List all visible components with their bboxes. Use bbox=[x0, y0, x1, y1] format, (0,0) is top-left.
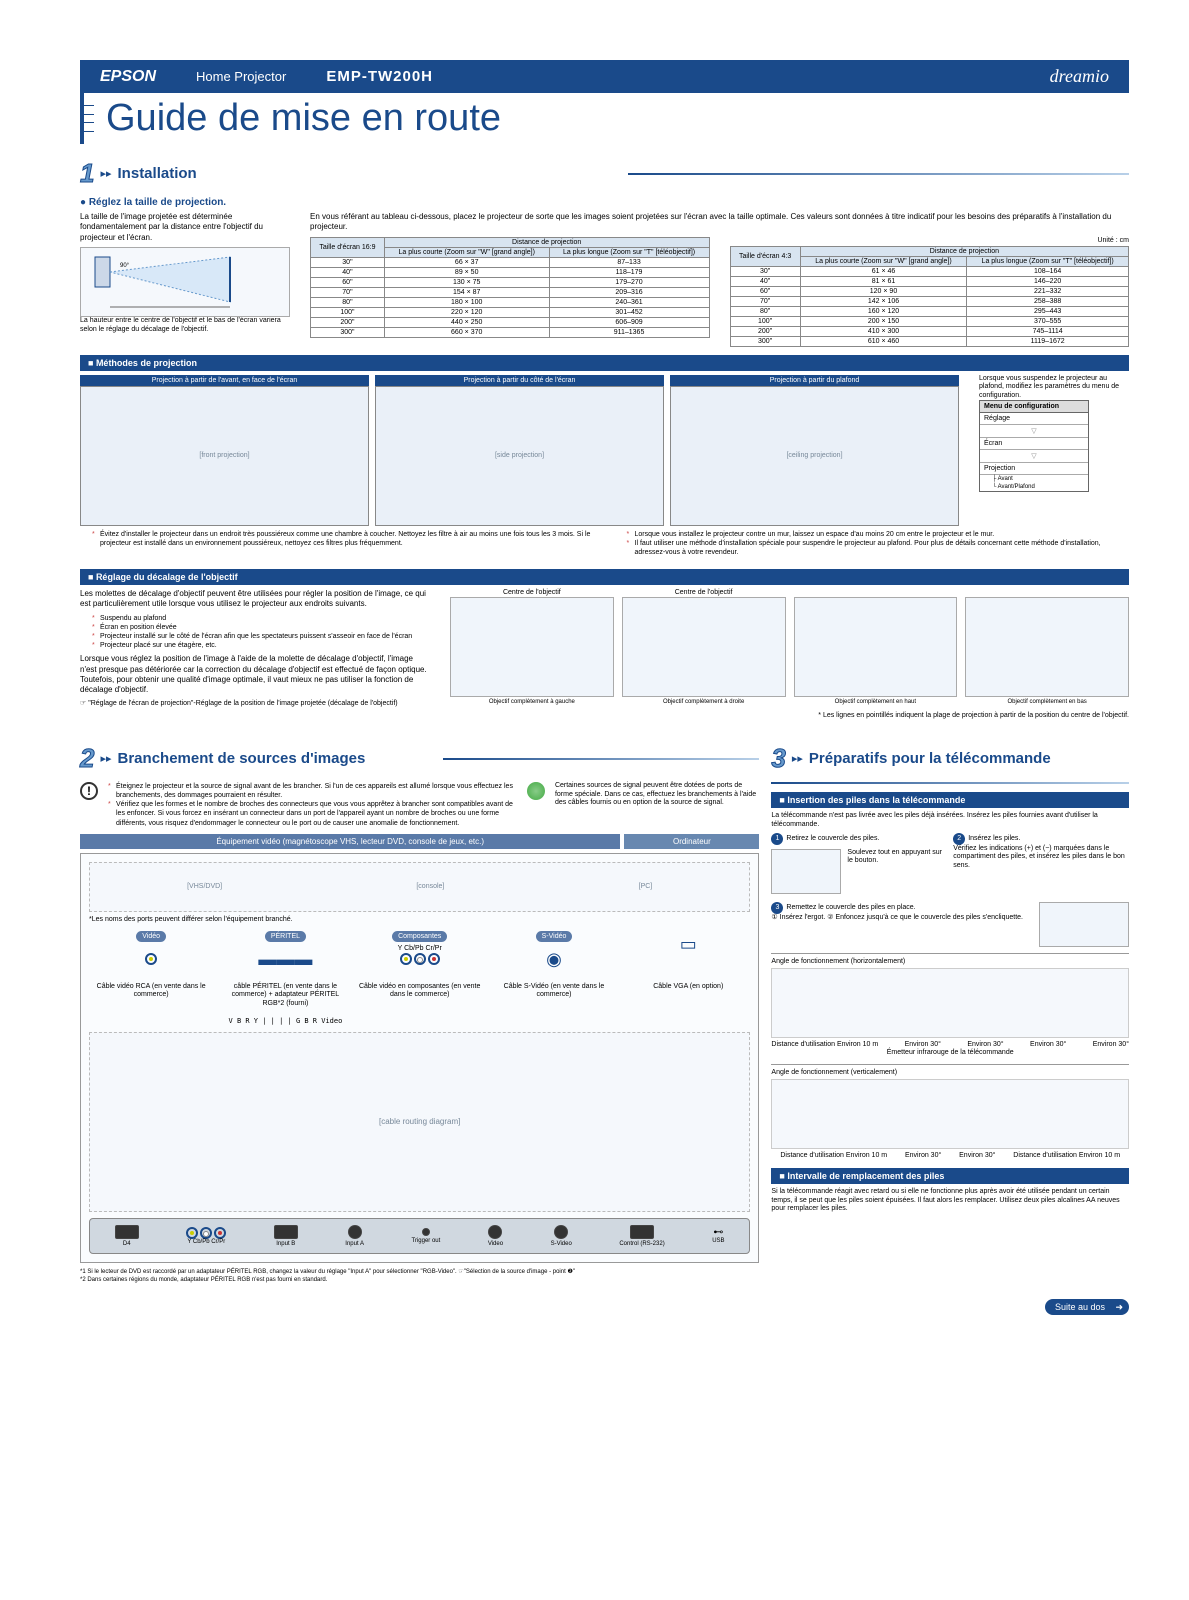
method-2-diagram: [side projection] bbox=[375, 386, 664, 526]
connection-area: [VHS/DVD][console][PC] *Les noms des por… bbox=[80, 853, 759, 1263]
lens-para: Les molettes de décalage d'objectif peuv… bbox=[80, 589, 430, 610]
equip-computer-bar: Ordinateur bbox=[624, 834, 759, 849]
table-4-3: Taille d'écran 4:3Distance de projection… bbox=[730, 246, 1130, 347]
method-1-diagram: [front projection] bbox=[80, 386, 369, 526]
lens-para2: Lorsque vous réglez la position de l'ima… bbox=[80, 654, 430, 696]
ceiling-note: Lorsque vous suspendez le projecteur au … bbox=[979, 375, 1129, 400]
subhead-size: Réglez la taille de projection. bbox=[80, 197, 1129, 208]
port-component: Composantes bbox=[392, 931, 447, 942]
section-2-head: 2 ▸▸ Branchement de sources d'images bbox=[80, 743, 759, 774]
lens-bullets: Suspendu au plafond Écran en position él… bbox=[92, 614, 430, 650]
section-1-title: Installation bbox=[118, 165, 619, 182]
next-page-button[interactable]: Suite au dos bbox=[1045, 1299, 1129, 1315]
subhead-lens: Réglage du décalage de l'objectif bbox=[80, 569, 1129, 585]
angle-horizontal: Angle de fonctionnement (horizontalement… bbox=[771, 953, 1129, 1058]
equip-video-bar: Équipement vidéo (magnétoscope VHS, lect… bbox=[80, 834, 620, 849]
lens-note: * Les lignes en pointillés indiquent la … bbox=[80, 712, 1129, 719]
cable-vga: Câble VGA (en option) bbox=[626, 983, 750, 991]
svg-text:90°: 90° bbox=[120, 263, 130, 269]
method-2-label: Projection à partir du côté de l'écran bbox=[375, 375, 664, 386]
warning-bullets: Éteignez le projecteur et la source de s… bbox=[108, 782, 517, 827]
arrow-icon: ▸▸ bbox=[100, 167, 111, 180]
cable-rca: Câble vidéo RCA (en vente dans le commer… bbox=[89, 983, 213, 1000]
method-notes-right: Lorsque vous installez le projecteur con… bbox=[627, 530, 1130, 557]
cable-diagram: [cable routing diagram] bbox=[89, 1032, 750, 1212]
section-1-number: 1 bbox=[80, 158, 94, 189]
cable-svideo: Câble S-Vidéo (en vente dans le commerce… bbox=[492, 983, 616, 1000]
port-video: Vidéo bbox=[136, 931, 166, 942]
method-3-label: Projection à partir du plafond bbox=[670, 375, 959, 386]
table-16-9: Taille d'écran 16:9Distance de projectio… bbox=[310, 237, 710, 338]
arrow-icon: ▸▸ bbox=[792, 752, 803, 765]
cable-component: Câble vidéo en composantes (en vente dan… bbox=[358, 983, 482, 1000]
port-peritel: PÉRITEL bbox=[265, 931, 306, 942]
product-type: Home Projector bbox=[196, 69, 286, 84]
section-3-head: 3 ▸▸ Préparatifs pour la télécommande bbox=[771, 743, 1129, 774]
subhead-methods: Méthodes de projection bbox=[80, 355, 1129, 371]
cable-peritel: câble PÉRITEL (en vente dans le commerce… bbox=[223, 983, 347, 1026]
section-3-title: Préparatifs pour la télécommande bbox=[809, 750, 1129, 767]
config-menu: Menu de configuration Réglage ▽ Écran ▽ … bbox=[979, 400, 1089, 492]
section-3-number: 3 bbox=[771, 743, 785, 774]
main-title: Guide de mise en route bbox=[94, 93, 513, 144]
subhead-replace: Intervalle de remplacement des piles bbox=[771, 1168, 1129, 1184]
title-block: Guide de mise en route bbox=[80, 93, 1129, 144]
angle-vertical: Angle de fonctionnement (verticalement) … bbox=[771, 1064, 1129, 1160]
arrow-icon: ▸▸ bbox=[100, 752, 111, 765]
method-notes-left: Évitez d'installer le projecteur dans un… bbox=[92, 530, 595, 557]
lens-ref: ☞ "Réglage de l'écran de projection"-Rég… bbox=[80, 700, 430, 708]
info-icon bbox=[527, 782, 545, 800]
header-bar: EPSON Home Projector EMP-TW200H dreamio bbox=[80, 60, 1129, 93]
port-svideo: S-Vidéo bbox=[536, 931, 573, 942]
diagram-note: La hauteur entre le centre de l'objectif… bbox=[80, 317, 290, 334]
battery-intro: La télécommande n'est pas livrée avec le… bbox=[771, 812, 1129, 829]
method-1-label: Projection à partir de l'avant, en face … bbox=[80, 375, 369, 386]
unit-label: Unité : cm bbox=[730, 237, 1130, 244]
info-text: Certaines sources de signal peuvent être… bbox=[555, 782, 759, 807]
footer: Suite au dos bbox=[80, 1299, 1129, 1315]
section-2-number: 2 bbox=[80, 743, 94, 774]
section-1-head: 1 ▸▸ Installation bbox=[80, 158, 1129, 189]
battery-steps: 1Retirez le couvercle des piles. Souleve… bbox=[771, 833, 1129, 947]
subhead-battery: Insertion des piles dans la télécommande bbox=[771, 792, 1129, 808]
method-3-diagram: [ceiling projection] bbox=[670, 386, 959, 526]
section-2-title: Branchement de sources d'images bbox=[118, 750, 434, 767]
brand-logo: EPSON bbox=[100, 68, 156, 86]
page: EPSON Home Projector EMP-TW200H dreamio … bbox=[0, 0, 1189, 1355]
replace-text: Si la télécommande réagit avec retard ou… bbox=[771, 1188, 1129, 1213]
warning-icon: ! bbox=[80, 782, 98, 800]
port-note: *Les noms des ports peuvent différer sel… bbox=[89, 916, 750, 924]
size-para: La taille de l'image projetée est déterm… bbox=[80, 212, 290, 243]
footnotes: *1 Si le lecteur de DVD est raccordé par… bbox=[80, 1269, 759, 1285]
lens-diagrams: Centre de l'objectifObjectif complètemen… bbox=[450, 589, 1129, 705]
table-intro: En vous référant au tableau ci-dessous, … bbox=[310, 212, 1129, 233]
sub-brand: dreamio bbox=[1050, 66, 1109, 87]
back-panel: D4 Y Cb/Pb Cr/Pr Input B Input A Trigger… bbox=[89, 1218, 750, 1254]
projection-diagram: 90° bbox=[80, 247, 290, 317]
projection-methods: Projection à partir de l'avant, en face … bbox=[80, 375, 959, 526]
model-number: EMP-TW200H bbox=[326, 68, 433, 85]
